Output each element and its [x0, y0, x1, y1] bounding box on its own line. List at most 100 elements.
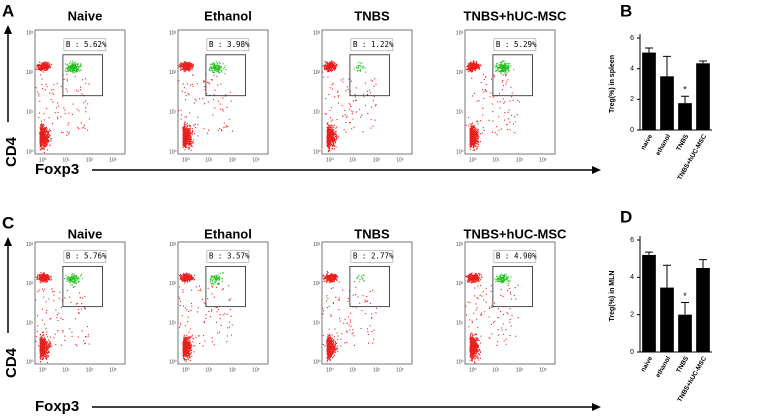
event-dot: [329, 133, 331, 136]
event-dot: [65, 68, 67, 70]
event-dot: [43, 127, 45, 129]
event-dot: [483, 78, 485, 81]
event-dot: [223, 126, 225, 128]
event-dot: [38, 345, 40, 347]
event-dot: [39, 334, 41, 336]
gate-label: B : 1.22%: [353, 40, 394, 49]
event-dot: [44, 132, 46, 134]
event-dot: [330, 62, 332, 64]
event-dot: [39, 65, 41, 67]
plot-title: Naive: [68, 226, 103, 241]
event-dot: [40, 277, 43, 280]
event-dot: [42, 353, 44, 355]
event-dot: [45, 140, 47, 142]
event-dot: [47, 349, 49, 351]
event-dot: [67, 68, 69, 70]
event-dot: [509, 129, 511, 131]
event-dot: [43, 272, 45, 274]
event-dot: [40, 67, 42, 69]
event-dot: [181, 114, 183, 116]
event-dot: [361, 114, 363, 116]
event-dot: [502, 85, 504, 87]
event-dot: [44, 343, 46, 345]
event-dot: [214, 68, 216, 70]
event-dot: [502, 74, 504, 76]
event-dot: [192, 65, 194, 67]
plot-title: TNBS: [354, 8, 390, 23]
event-dot: [183, 67, 185, 69]
event-dot: [187, 140, 189, 142]
event-dot: [64, 339, 66, 342]
event-dot: [474, 134, 476, 136]
event-dot: [474, 129, 476, 131]
event-dot: [49, 344, 51, 346]
event-dot: [45, 277, 48, 279]
event-dot: [88, 343, 90, 345]
event-dot: [478, 136, 480, 138]
event-dot: [49, 345, 51, 347]
event-dot: [43, 137, 45, 139]
event-dot: [498, 66, 500, 68]
event-dot: [506, 124, 508, 126]
event-dot: [77, 70, 79, 72]
event-dot: [75, 276, 77, 278]
event-cloud: [178, 61, 234, 151]
event-dot: [471, 77, 473, 79]
event-dot: [187, 62, 190, 64]
event-dot: [490, 78, 492, 80]
event-dot: [480, 81, 482, 84]
event-dot: [68, 112, 70, 114]
event-dot: [186, 62, 188, 64]
event-dot: [500, 72, 502, 74]
event-dot: [50, 279, 52, 281]
event-dot: [46, 63, 49, 65]
event-dot: [44, 143, 46, 145]
event-dot: [501, 81, 503, 83]
event-dot: [329, 68, 331, 71]
event-dot: [43, 143, 45, 145]
event-dot: [332, 134, 334, 136]
event-dot: [498, 71, 500, 73]
event-dot: [42, 278, 44, 280]
event-dot: [69, 61, 71, 63]
event-dot: [215, 67, 217, 69]
event-dot: [213, 62, 215, 64]
event-dot: [189, 141, 191, 143]
event-dot: [42, 359, 44, 361]
event-dot: [217, 68, 219, 70]
event-dot: [332, 64, 335, 66]
event-dot: [62, 95, 64, 97]
event-dot: [333, 67, 335, 69]
event-dot: [185, 134, 187, 136]
event-dot: [42, 135, 44, 137]
event-dot: [39, 68, 41, 70]
event-dot: [40, 136, 42, 138]
event-dot: [494, 70, 497, 72]
event-dot: [185, 63, 187, 65]
event-dot: [40, 277, 42, 279]
event-dot: [41, 349, 43, 351]
event-dot: [38, 278, 40, 281]
event-dot: [485, 90, 487, 92]
event-dot: [48, 350, 50, 352]
event-dot: [40, 272, 42, 274]
event-dot: [221, 71, 223, 73]
event-dot: [49, 65, 51, 67]
event-dot: [68, 62, 70, 65]
event-dot: [473, 68, 476, 70]
event-dot: [332, 119, 334, 121]
event-dot: [43, 339, 45, 341]
event-dot: [188, 143, 190, 145]
event-dot: [474, 131, 476, 133]
event-dot: [43, 274, 45, 276]
event-dot: [220, 70, 222, 72]
event-dot: [328, 139, 330, 141]
event-dot: [476, 128, 478, 130]
event-dot: [332, 67, 334, 69]
event-dot: [74, 68, 76, 70]
event-dot: [45, 66, 47, 68]
event-dot: [53, 294, 55, 296]
event-dot: [54, 112, 56, 114]
event-dot: [40, 145, 42, 147]
event-dot: [46, 68, 48, 70]
